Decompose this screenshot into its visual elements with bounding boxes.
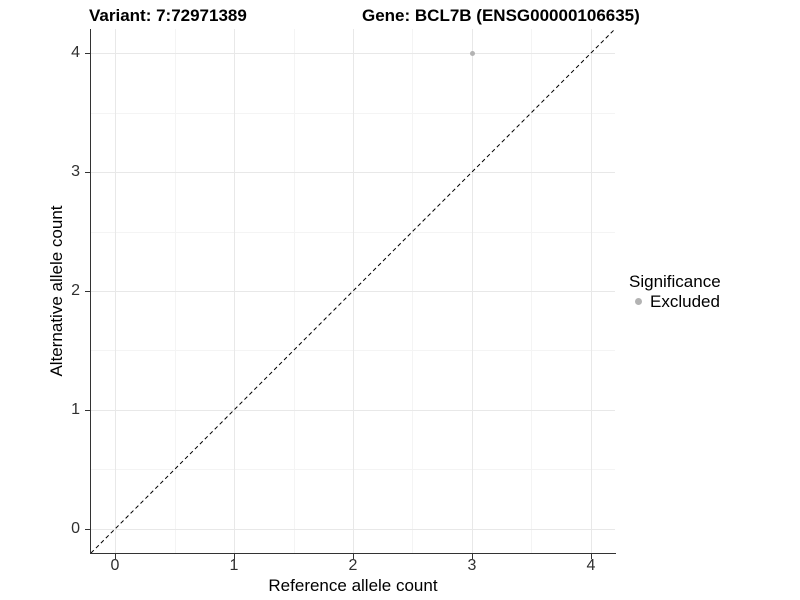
x-tick-label: 0 xyxy=(110,557,120,574)
x-tick-mark xyxy=(472,554,473,559)
x-tick-label: 2 xyxy=(348,557,358,574)
legend-title: Significance xyxy=(629,272,721,291)
y-tick-mark xyxy=(85,529,90,530)
y-major-gridline xyxy=(91,291,615,292)
y-major-gridline xyxy=(91,172,615,173)
y-tick-label: 1 xyxy=(71,401,80,418)
y-tick-label: 0 xyxy=(71,520,80,537)
plot-title-variant: Variant: 7:72971389 xyxy=(89,6,247,25)
x-tick-label: 4 xyxy=(586,557,596,574)
y-major-gridline xyxy=(91,53,615,54)
x-tick-label: 3 xyxy=(467,557,477,574)
y-major-gridline xyxy=(91,529,615,530)
y-tick-label: 2 xyxy=(71,282,80,299)
plot-panel xyxy=(91,29,615,553)
plot-title-gene: Gene: BCL7B (ENSG00000106635) xyxy=(362,6,640,25)
legend: Significance Excluded xyxy=(629,273,721,310)
y-tick-mark xyxy=(85,172,90,173)
x-tick-mark xyxy=(115,554,116,559)
x-axis-line xyxy=(90,553,616,554)
x-tick-mark xyxy=(353,554,354,559)
legend-item-label: Excluded xyxy=(650,292,720,311)
identity-dashed-line xyxy=(91,29,615,553)
y-tick-mark xyxy=(85,53,90,54)
legend-item-excluded: Excluded xyxy=(629,293,721,310)
y-tick-mark xyxy=(85,410,90,411)
x-tick-label: 1 xyxy=(229,557,239,574)
y-axis-title: Alternative allele count xyxy=(47,205,66,377)
y-axis-line xyxy=(90,29,91,554)
y-tick-label: 4 xyxy=(71,44,80,61)
y-tick-mark xyxy=(85,291,90,292)
y-major-gridline xyxy=(91,410,615,411)
x-axis-title: Reference allele count xyxy=(268,576,438,595)
legend-key-dot-icon xyxy=(635,298,642,305)
data-point-excluded xyxy=(469,50,475,56)
x-tick-mark xyxy=(234,554,235,559)
x-tick-mark xyxy=(591,554,592,559)
y-tick-label: 3 xyxy=(71,163,80,180)
